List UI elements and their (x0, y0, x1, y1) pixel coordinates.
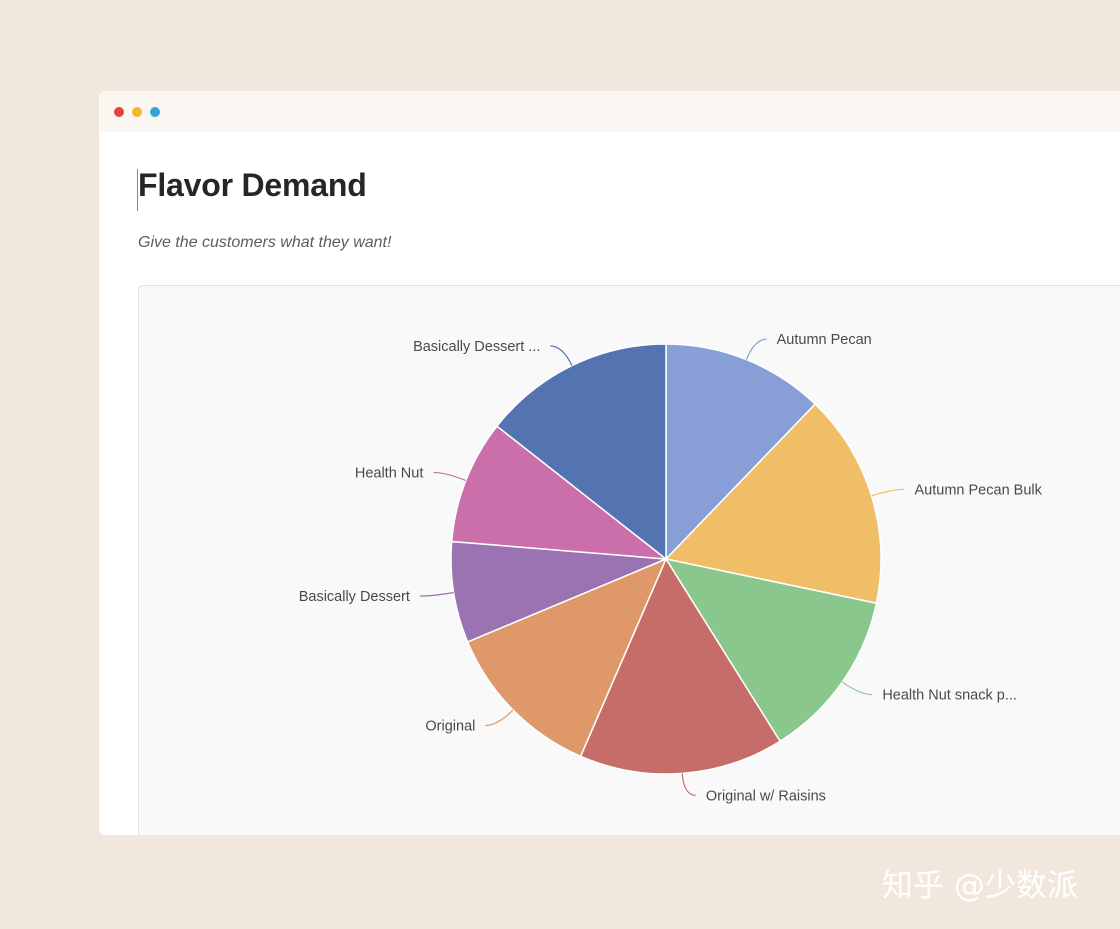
pie-label-autumn-pecan-0: Autumn Pecan (777, 332, 872, 348)
pie-slice-basically-dessert-5[interactable] (450, 540, 667, 643)
pie-label-original-w-raisins-3: Original w/ Raisins (706, 788, 826, 804)
page-title[interactable]: Flavor Demand (138, 167, 367, 203)
pie-slice-original-4[interactable] (466, 558, 667, 758)
pie-slice-autumn-pecan-bulk-1[interactable] (665, 403, 882, 605)
pie-slice-health-nut-6[interactable] (450, 425, 667, 560)
pie-leader-line-health-nut-snack-p-2 (841, 681, 873, 696)
pie-leader-line-health-nut-6 (433, 471, 467, 482)
pie-label-basically-dessert-7: Basically Dessert ... (413, 339, 540, 355)
pie-label-autumn-pecan-bulk-1: Autumn Pecan Bulk (915, 482, 1043, 498)
watermark-text: 知乎 @少数派 (882, 868, 1078, 904)
pie-leader-line-basically-dessert-7 (550, 345, 573, 366)
pie-leader-line-original-4 (485, 709, 514, 727)
window-titlebar (99, 91, 1120, 132)
pie-label-basically-dessert-5: Basically Dessert (299, 589, 410, 605)
pie-leader-line-autumn-pecan-0 (745, 338, 767, 360)
pie-leader-line-basically-dessert-5 (419, 592, 454, 597)
pie-label-original-4: Original (425, 719, 475, 735)
page-subtitle[interactable]: Give the customers what they want! (138, 234, 392, 251)
minimize-window-dot-icon[interactable] (132, 107, 142, 117)
pie-label-health-nut-6: Health Nut (355, 465, 424, 481)
pie-leader-line-autumn-pecan-bulk-1 (871, 488, 905, 497)
pie-label-health-nut-snack-p-2: Health Nut snack p... (882, 688, 1017, 704)
maximize-window-dot-icon[interactable] (150, 107, 160, 117)
pie-leader-line-original-w-raisins-3 (681, 773, 696, 796)
pie-slice-health-nut-snack-p-2[interactable] (665, 558, 878, 742)
text-cursor (137, 169, 138, 211)
pie-chart: Autumn Pecan Autumn Pecan Bulk Health Nut … (299, 332, 1043, 804)
chart-card: Autumn Pecan Autumn Pecan Bulk Health Nut … (138, 285, 1120, 835)
app-window: Flavor Demand Give the customers what th… (99, 91, 1120, 835)
close-window-dot-icon[interactable] (114, 107, 124, 117)
